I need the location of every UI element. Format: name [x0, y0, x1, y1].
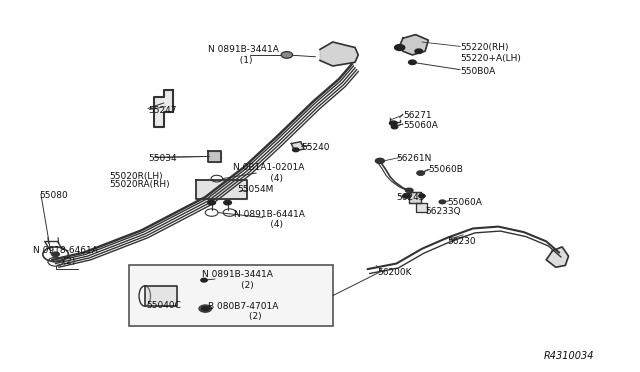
- Polygon shape: [291, 142, 304, 151]
- Bar: [129, 265, 333, 326]
- Circle shape: [408, 60, 416, 64]
- Polygon shape: [409, 192, 420, 203]
- Polygon shape: [209, 151, 221, 162]
- Text: 55020R(LH): 55020R(LH): [109, 172, 163, 181]
- Text: 55240: 55240: [301, 143, 330, 152]
- Text: 550B0A: 550B0A: [460, 67, 495, 76]
- Circle shape: [392, 125, 397, 129]
- Text: 55040C: 55040C: [147, 301, 181, 311]
- Circle shape: [405, 188, 413, 193]
- Circle shape: [202, 307, 209, 311]
- Circle shape: [199, 305, 212, 312]
- Text: N 0891B-6441A
     (4): N 0891B-6441A (4): [234, 209, 305, 229]
- Circle shape: [292, 148, 299, 152]
- Circle shape: [201, 278, 207, 282]
- Circle shape: [403, 194, 410, 198]
- Text: 55080: 55080: [40, 191, 68, 200]
- Circle shape: [417, 171, 424, 175]
- Text: 55220(RH): 55220(RH): [460, 43, 509, 52]
- Text: 56243: 56243: [396, 193, 425, 202]
- Circle shape: [419, 194, 425, 198]
- Circle shape: [394, 45, 404, 51]
- Text: N 0891B-3441A
  (1): N 0891B-3441A (1): [208, 45, 279, 65]
- Polygon shape: [415, 203, 427, 212]
- Circle shape: [415, 49, 422, 54]
- Text: 56271: 56271: [403, 111, 431, 121]
- Text: N 0B1A1-0201A
     (4): N 0B1A1-0201A (4): [234, 163, 305, 183]
- Text: 55060B: 55060B: [428, 165, 463, 174]
- Text: 56261N: 56261N: [396, 154, 432, 163]
- Text: 55247: 55247: [148, 106, 177, 115]
- Text: 55034: 55034: [148, 154, 177, 163]
- Polygon shape: [196, 180, 246, 199]
- Circle shape: [224, 201, 232, 205]
- Polygon shape: [154, 90, 173, 127]
- Circle shape: [376, 158, 385, 163]
- Text: 55054M: 55054M: [237, 185, 273, 194]
- Text: B 080B7-4701A
        (2): B 080B7-4701A (2): [209, 302, 279, 321]
- Polygon shape: [320, 42, 358, 66]
- Polygon shape: [399, 35, 428, 55]
- Text: 55060A: 55060A: [403, 121, 438, 129]
- Circle shape: [52, 252, 60, 257]
- Circle shape: [390, 121, 397, 125]
- Circle shape: [439, 200, 445, 204]
- Text: 55020RA(RH): 55020RA(RH): [109, 180, 170, 189]
- Text: 56233Q: 56233Q: [425, 207, 461, 217]
- Circle shape: [208, 201, 216, 205]
- Text: 55060A: 55060A: [447, 198, 483, 207]
- Text: 56230: 56230: [447, 237, 476, 246]
- Text: N 0891B-3441A
       (2): N 0891B-3441A (2): [202, 270, 273, 290]
- Polygon shape: [145, 286, 177, 306]
- Text: R4310034: R4310034: [543, 351, 594, 361]
- Text: N 0918-6461A
   (2): N 0918-6461A (2): [33, 247, 97, 266]
- Text: 56200K: 56200K: [378, 268, 412, 277]
- Circle shape: [281, 52, 292, 58]
- Polygon shape: [546, 247, 568, 267]
- Text: 55220+A(LH): 55220+A(LH): [460, 54, 521, 63]
